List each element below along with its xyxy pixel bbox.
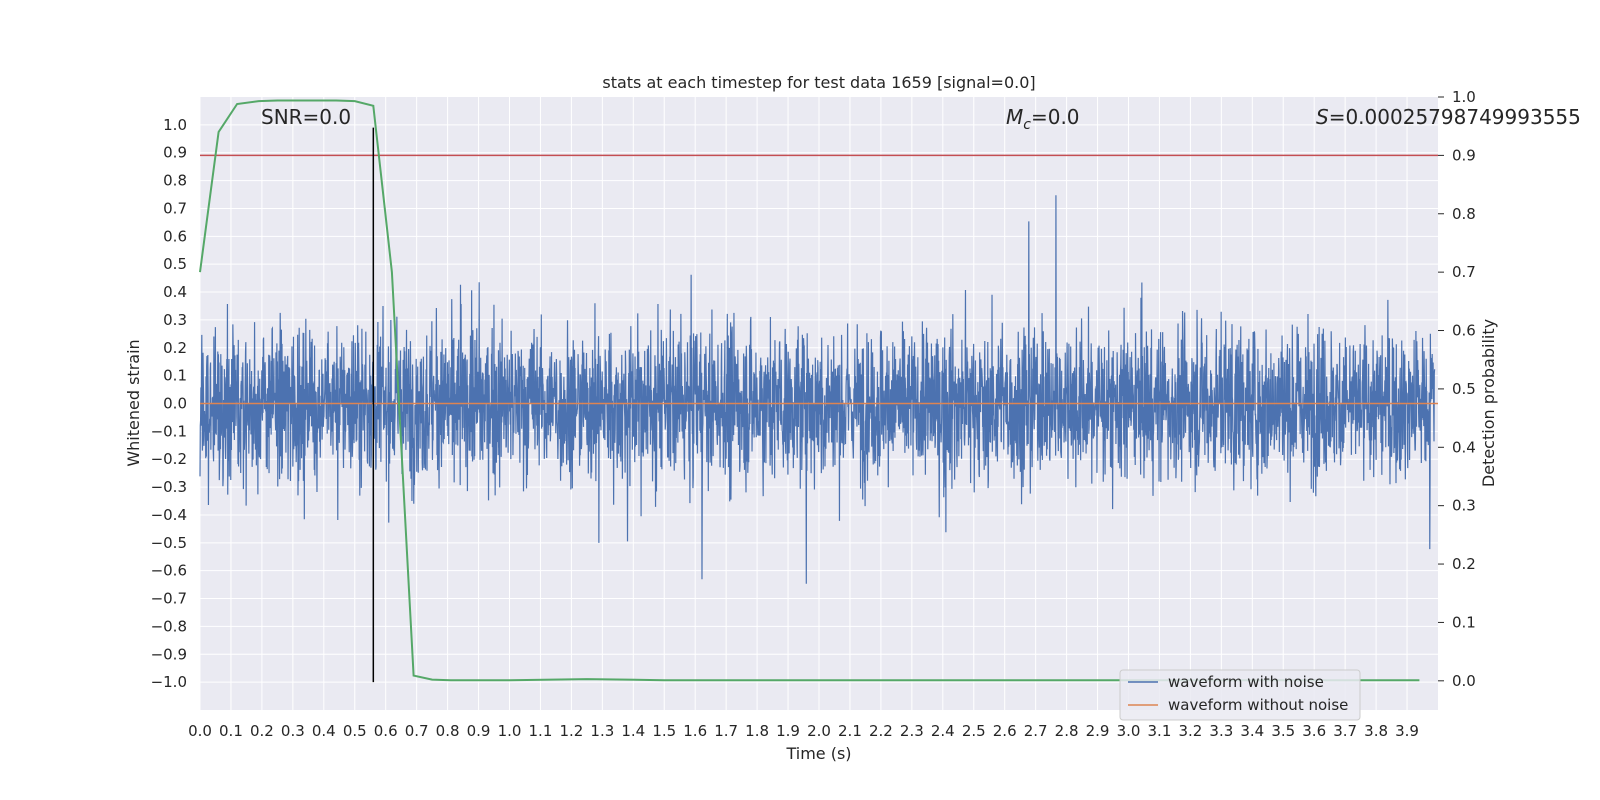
x-tick-label: 1.6 xyxy=(683,722,707,740)
y-left-tick-label: 0.2 xyxy=(163,339,187,357)
y-left-tick-label: 0.8 xyxy=(163,172,187,190)
legend-label-clean: waveform without noise xyxy=(1168,696,1348,714)
x-tick-label: 1.9 xyxy=(776,722,800,740)
x-tick-label: 2.0 xyxy=(807,722,831,740)
y-right-tick-label: 0.4 xyxy=(1452,438,1476,456)
y-left-tick-label: −0.6 xyxy=(151,562,187,580)
y-right-tick-label: 1.0 xyxy=(1452,88,1476,106)
x-tick-label: 2.7 xyxy=(1024,722,1048,740)
x-tick-label: 0.4 xyxy=(312,722,336,740)
x-tick-label: 3.7 xyxy=(1333,722,1357,740)
x-tick-label: 3.5 xyxy=(1271,722,1295,740)
y-left-tick-labels: 1.0 0.9 0.8 0.7 0.6 0.5 0.4 0.3 0.2 0.1 0.0 −0.1 −0.… xyxy=(151,116,187,691)
y-left-tick-label: 0.3 xyxy=(163,311,187,329)
x-tick-label: 0.7 xyxy=(405,722,429,740)
x-tick-label: 3.3 xyxy=(1209,722,1233,740)
y-left-tick-label: −0.8 xyxy=(151,617,187,635)
x-tick-label: 0.5 xyxy=(343,722,367,740)
x-tick-label: 0.3 xyxy=(281,722,305,740)
mc-value: =0.0 xyxy=(1031,105,1080,129)
y-axis-label-left: Whitened strain xyxy=(124,339,143,466)
x-tick-label: 2.5 xyxy=(962,722,986,740)
x-tick-label: 1.3 xyxy=(590,722,614,740)
mc-subscript: c xyxy=(1023,117,1031,133)
x-tick-label: 3.4 xyxy=(1240,722,1264,740)
y-left-tick-label: −0.9 xyxy=(151,645,187,663)
x-tick-label: 3.9 xyxy=(1395,722,1419,740)
y-left-tick-label: −1.0 xyxy=(151,673,187,691)
x-tick-label: 1.2 xyxy=(559,722,583,740)
x-tick-label: 0.0 xyxy=(188,722,212,740)
y-left-tick-label: 0.9 xyxy=(163,144,187,162)
y-left-tick-label: −0.5 xyxy=(151,534,187,552)
x-tick-label: 0.2 xyxy=(250,722,274,740)
series-detection-probability xyxy=(199,99,1420,682)
y-left-tick-label: 0.1 xyxy=(163,367,187,385)
mc-annotation: Mc=0.0 xyxy=(1006,105,1080,133)
x-tick-label: 2.6 xyxy=(993,722,1017,740)
x-tick-label: 1.0 xyxy=(498,722,522,740)
y-right-tick-label: 0.6 xyxy=(1452,322,1476,340)
x-tick-label: 0.1 xyxy=(219,722,243,740)
x-tick-label: 3.1 xyxy=(1148,722,1172,740)
x-tick-label: 3.8 xyxy=(1364,722,1388,740)
mc-symbol: M xyxy=(1006,105,1023,129)
y-right-tick-label: 0.0 xyxy=(1452,672,1476,690)
y-left-tick-label: 0.5 xyxy=(163,255,187,273)
y-left-tick-label: −0.2 xyxy=(151,450,187,468)
y-left-tick-label: 1.0 xyxy=(163,116,187,134)
x-tick-label: 3.0 xyxy=(1117,722,1141,740)
y-left-tick-label: 0.6 xyxy=(163,227,187,245)
x-tick-label: 1.5 xyxy=(652,722,676,740)
legend: waveform with noise waveform without noi… xyxy=(1119,669,1361,721)
s-symbol: S xyxy=(1316,105,1329,129)
s-annotation: S=0.00025798749993555 xyxy=(1316,105,1581,129)
x-tick-label: 0.6 xyxy=(374,722,398,740)
x-tick-label: 2.9 xyxy=(1086,722,1110,740)
x-tick-label: 3.6 xyxy=(1302,722,1326,740)
x-axis-label: Time (s) xyxy=(785,744,851,763)
series-waveform-with-noise xyxy=(199,195,1436,584)
y-right-tick-label: 0.2 xyxy=(1452,555,1476,573)
y-left-tick-label: 0.0 xyxy=(163,395,187,413)
x-tick-label: 2.2 xyxy=(869,722,893,740)
x-tick-label: 0.8 xyxy=(436,722,460,740)
y-left-tick-label: −0.7 xyxy=(151,590,187,608)
x-tick-label: 0.9 xyxy=(467,722,491,740)
chart-title: stats at each timestep for test data 165… xyxy=(602,73,1035,92)
y-left-tick-label: 0.7 xyxy=(163,199,187,217)
noise-trace xyxy=(199,195,1436,584)
x-tick-label: 1.1 xyxy=(529,722,553,740)
x-tick-label: 1.7 xyxy=(714,722,738,740)
y-left-tick-label: −0.4 xyxy=(151,506,187,524)
x-tick-labels: 0.0 0.1 0.2 0.3 0.4 0.5 0.6 0.7 0.8 0.9 1.0 1.1 1.2 1… xyxy=(188,722,1419,740)
x-tick-label: 3.2 xyxy=(1178,722,1202,740)
x-tick-label: 1.4 xyxy=(621,722,645,740)
y-right-tick-label: 0.8 xyxy=(1452,205,1476,223)
y-right-tick-label: 0.7 xyxy=(1452,263,1476,281)
x-tick-label: 1.8 xyxy=(745,722,769,740)
s-value: =0.00025798749993555 xyxy=(1329,105,1581,129)
x-tick-label: 2.1 xyxy=(838,722,862,740)
y-right-tick-label: 0.1 xyxy=(1452,613,1476,631)
x-tick-label: 2.3 xyxy=(900,722,924,740)
legend-box xyxy=(1119,669,1361,721)
y-axis-label-right: Detection probability xyxy=(1479,319,1498,487)
y-left-tick-label: −0.3 xyxy=(151,478,187,496)
y-right-tick-label: 0.3 xyxy=(1452,497,1476,515)
y-right-tick-label: 0.5 xyxy=(1452,380,1476,398)
y-right-tick-label: 0.9 xyxy=(1452,146,1476,164)
y-left-tick-label: −0.1 xyxy=(151,422,187,440)
y-left-tick-label: 0.4 xyxy=(163,283,187,301)
legend-label-noise: waveform with noise xyxy=(1168,673,1324,691)
y-right-tick-labels: 1.0 0.9 0.8 0.7 0.6 0.5 0.4 0.3 0.2 0.1 0.0 xyxy=(1438,88,1476,690)
x-tick-label: 2.4 xyxy=(931,722,955,740)
snr-annotation: SNR=0.0 xyxy=(261,105,351,129)
x-tick-label: 2.8 xyxy=(1055,722,1079,740)
